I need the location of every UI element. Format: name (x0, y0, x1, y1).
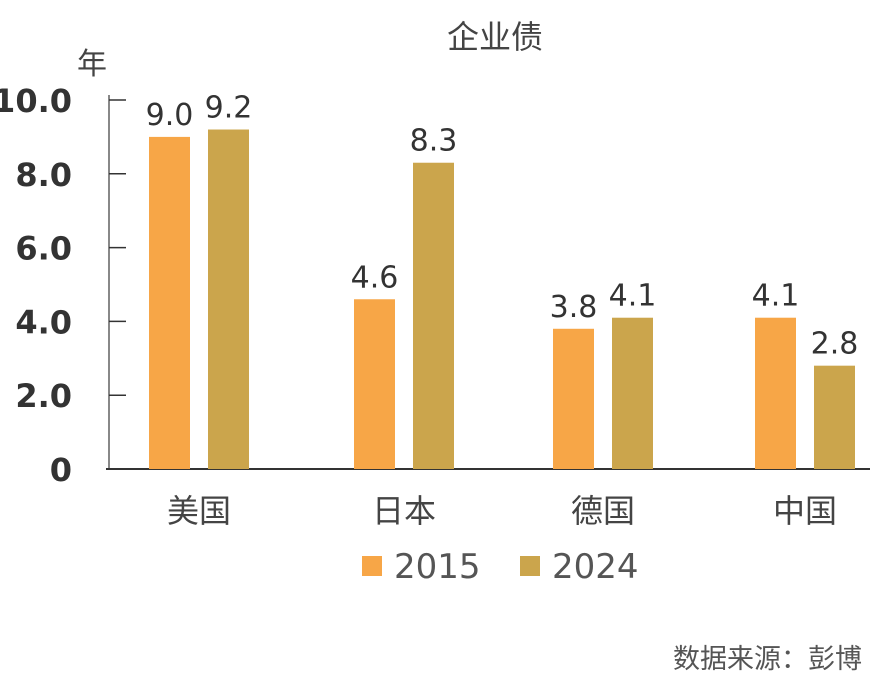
data-label: 9.0 (146, 98, 194, 133)
legend-label: 2024 (552, 547, 639, 587)
bar-2024 (814, 365, 855, 469)
data-label: 4.1 (609, 279, 657, 314)
legend-label: 2015 (394, 547, 481, 587)
x-tick-label: 日本 (372, 492, 436, 530)
legend-swatch (520, 556, 540, 576)
bar-2015 (354, 299, 395, 469)
source-note: 数据来源：彭博 (673, 644, 862, 675)
y-tick-label: 0 (50, 451, 72, 489)
data-label: 8.3 (410, 124, 458, 159)
y-tick-label: 2.0 (15, 377, 72, 415)
y-tick-label: 10.0 (0, 82, 72, 120)
x-tick-label: 美国 (167, 492, 231, 530)
chart-title: 企业债 (447, 18, 543, 56)
y-axis-label: 年 (77, 47, 107, 82)
data-label: 9.2 (205, 91, 253, 126)
y-tick-label: 4.0 (15, 303, 72, 341)
data-label: 2.8 (811, 327, 859, 362)
x-tick-label: 中国 (773, 492, 837, 530)
data-label: 4.1 (752, 279, 800, 314)
bar-2024 (208, 129, 249, 469)
bar-2024 (413, 162, 454, 470)
x-tick-label: 德国 (571, 492, 635, 530)
y-tick-label: 6.0 (15, 230, 72, 268)
data-label: 3.8 (550, 290, 598, 325)
data-label: 4.6 (351, 260, 399, 295)
bar-2015 (755, 317, 796, 469)
legend-swatch (362, 556, 382, 576)
bar-2015 (149, 136, 190, 469)
bar-2024 (612, 317, 653, 469)
y-tick-label: 8.0 (15, 156, 72, 194)
bar-2015 (553, 328, 594, 469)
